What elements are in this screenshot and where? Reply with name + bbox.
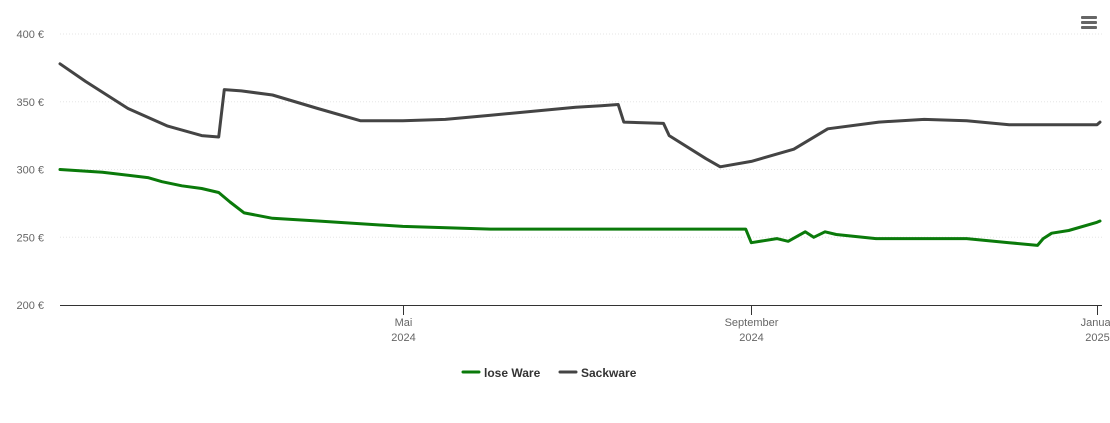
legend: lose Ware Sackware: [461, 366, 637, 380]
y-tick-label: 400 €: [16, 29, 44, 41]
y-tick-label: 200 €: [16, 300, 44, 312]
series-line-lose-ware[interactable]: [58, 168, 1102, 247]
x-tick-label-year: 2024: [391, 332, 415, 344]
y-tick-label: 350 €: [16, 97, 44, 109]
hamburger-menu-icon[interactable]: [1076, 10, 1102, 34]
legend-label: lose Ware: [484, 366, 541, 380]
y-tick-label: 250 €: [16, 232, 44, 244]
series-lines: [58, 62, 1102, 247]
x-tick-label-month: September: [725, 317, 779, 329]
x-tick-label-year: 2025: [1085, 332, 1109, 344]
legend-label: Sackware: [581, 366, 637, 380]
series-line-sackware[interactable]: [58, 62, 1102, 169]
x-tick-label-month: Mai: [395, 317, 413, 329]
y-tick-label: 300 €: [16, 165, 44, 177]
x-tick-label-month: Januar: [1081, 317, 1110, 329]
x-axis: Mai 2024 September 2024 Januar 2025: [60, 305, 1110, 344]
legend-item-sackware[interactable]: Sackware: [558, 366, 637, 380]
x-tick-label-year: 2024: [739, 332, 763, 344]
y-axis: 200 € 250 € 300 € 350 € 400 €: [16, 29, 44, 312]
legend-item-lose-ware[interactable]: lose Ware: [461, 366, 541, 380]
